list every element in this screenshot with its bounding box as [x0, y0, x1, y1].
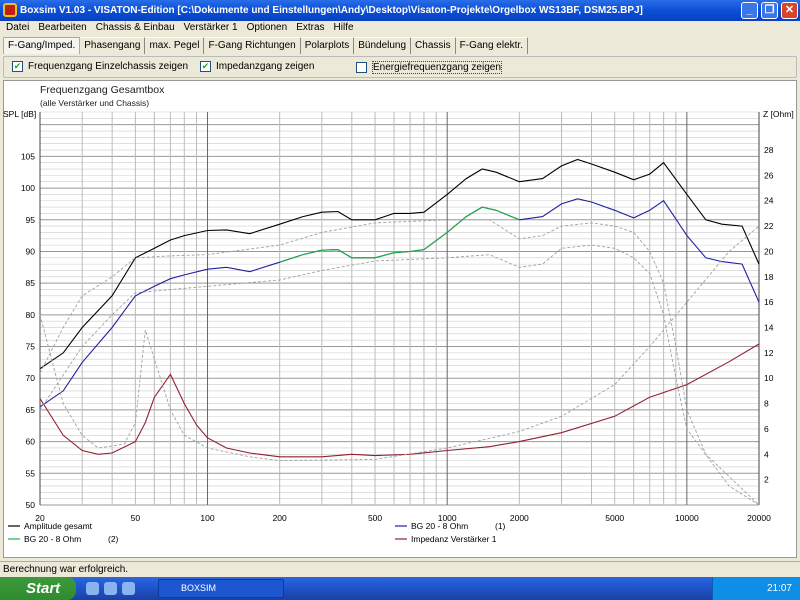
menu-datei[interactable]: Datei	[6, 22, 30, 33]
y2-tick-label: 14	[764, 323, 774, 333]
restore-button[interactable]: ❐	[761, 2, 778, 19]
menu-hilfe[interactable]: Hilfe	[333, 22, 354, 33]
y2-tick-label: 18	[764, 272, 774, 282]
y-tick-label: 85	[26, 278, 36, 288]
y2-tick-label: 10	[764, 373, 774, 383]
series-amplitude-gesamt	[39, 158, 760, 370]
x-tick-label: 2000	[510, 513, 529, 523]
tab-chassis[interactable]: Chassis	[411, 37, 456, 54]
checkbox-energiefrequenzgang[interactable]: Energiefrequenzgang zeigen	[356, 61, 502, 74]
x-tick-label: 500	[368, 513, 382, 523]
status-text: Berechnung war erfolgreich.	[3, 564, 129, 575]
y2-tick-label: 12	[764, 348, 774, 358]
start-button[interactable]: Start	[0, 577, 76, 600]
y-tick-label: 50	[26, 500, 36, 510]
tab-max-pegel[interactable]: max. Pegel	[145, 37, 205, 54]
options-bar: ✔ Frequenzgang Einzelchassis zeigen ✔ Im…	[3, 56, 797, 78]
y-tick-label: 100	[21, 183, 35, 193]
y2-tick-label: 8	[764, 399, 769, 409]
tab-fgang-elektr[interactable]: F-Gang elektr.	[455, 37, 528, 54]
x-tick-label: 1000	[438, 513, 457, 523]
y2-axis-label: Z [Ohm]	[763, 109, 794, 119]
series-bg-20-8-ohm-2-	[279, 206, 520, 263]
menu-chassis-einbau[interactable]: Chassis & Einbau	[95, 22, 175, 33]
tab-polarplots[interactable]: Polarplots	[300, 37, 355, 54]
menu-bearbeiten[interactable]: Bearbeiten	[38, 22, 87, 33]
checkbox-checked-icon[interactable]: ✔	[12, 61, 23, 72]
app-icon	[3, 3, 17, 17]
tab-fgang-imped[interactable]: F-Gang/Imped.	[3, 37, 81, 54]
media-icon[interactable]	[122, 582, 135, 595]
y-tick-label: 90	[26, 246, 36, 256]
legend-label: Impedanz Verstärker 1	[411, 534, 497, 544]
series-impedanz-verst-rker-1	[39, 343, 760, 458]
chart-subtitle: (alle Verstärker und Chassis)	[40, 98, 149, 108]
checkbox-einzelchassis[interactable]: ✔ Frequenzgang Einzelchassis zeigen	[12, 61, 188, 72]
taskbar-boxsim[interactable]: BOXSIM	[158, 579, 284, 598]
checkbox-checked-icon[interactable]: ✔	[200, 61, 211, 72]
system-tray: 21:07	[712, 577, 800, 600]
x-tick-label: 10000	[675, 513, 699, 523]
y-tick-label: 105	[21, 151, 35, 161]
tab-fgang-richtungen[interactable]: F-Gang Richtungen	[204, 37, 301, 54]
title-bar: Boxsim V1.03 - VISATON-Edition [C:\Dokum…	[0, 0, 800, 21]
y2-tick-label: 4	[764, 449, 769, 459]
x-tick-label: 200	[273, 513, 287, 523]
y2-tick-label: 20	[764, 246, 774, 256]
y2-tick-label: 22	[764, 221, 774, 231]
legend-tag: (2)	[108, 534, 119, 544]
frequency-response-chart: Frequenzgang Gesamtbox (alle Verstärker …	[3, 84, 794, 544]
tab-bar: F-Gang/Imped. Phasengang max. Pegel F-Ga…	[3, 37, 528, 54]
y2-tick-label: 28	[764, 145, 774, 155]
y-tick-label: 70	[26, 373, 36, 383]
checkbox-label: Frequenzgang Einzelchassis zeigen	[28, 61, 189, 72]
y2-tick-label: 2	[764, 475, 769, 485]
y-tick-label: 95	[26, 215, 36, 225]
checkbox-unchecked-icon[interactable]	[356, 62, 367, 73]
status-bar: Berechnung war erfolgreich.	[0, 561, 800, 577]
legend-label: BG 20 - 8 Ohm	[24, 534, 81, 544]
menu-verstaerker[interactable]: Verstärker 1	[183, 22, 238, 33]
x-tick-label: 100	[200, 513, 214, 523]
x-tick-label: 50	[131, 513, 141, 523]
series-dashed-curve	[39, 219, 760, 506]
close-button[interactable]: ✕	[781, 2, 798, 19]
y-tick-label: 60	[26, 437, 36, 447]
series-dashed-curve	[39, 244, 760, 506]
y-tick-label: 65	[26, 405, 36, 415]
y2-tick-label: 24	[764, 196, 774, 206]
x-tick-label: 20000	[747, 513, 771, 523]
minimize-button[interactable]: _	[741, 2, 758, 19]
y-tick-label: 80	[26, 310, 36, 320]
x-tick-label: 20	[35, 513, 45, 523]
taskbar: Start BOXSIM 21:07	[0, 577, 800, 600]
y-tick-label: 75	[26, 342, 36, 352]
y2-tick-label: 6	[764, 424, 769, 434]
tab-buendelung[interactable]: Bündelung	[354, 37, 412, 54]
window-title: Boxsim V1.03 - VISATON-Edition [C:\Dokum…	[20, 5, 643, 16]
clock: 21:07	[766, 583, 792, 594]
legend-label: BG 20 - 8 Ohm	[411, 521, 468, 531]
checkbox-label: Impedanzgang zeigen	[216, 61, 315, 72]
browser-icon[interactable]	[104, 582, 117, 595]
legend-tag: (1)	[495, 521, 506, 531]
x-tick-label: 5000	[605, 513, 624, 523]
y2-tick-label: 26	[764, 170, 774, 180]
series-dashed-curve	[39, 225, 760, 462]
quicklaunch-icon[interactable]	[86, 582, 99, 595]
legend-label: Amplitude gesamt	[24, 521, 93, 531]
y2-tick-label: 16	[764, 297, 774, 307]
chart-title: Frequenzgang Gesamtbox	[40, 84, 165, 96]
checkbox-label: Energiefrequenzgang zeigen	[372, 61, 502, 74]
y-tick-label: 55	[26, 468, 36, 478]
task-label: BOXSIM	[181, 583, 217, 593]
series-bg-20-8-ohm-1-	[39, 198, 760, 408]
checkbox-impedanzgang[interactable]: ✔ Impedanzgang zeigen	[200, 61, 314, 72]
tab-phasengang[interactable]: Phasengang	[80, 37, 146, 54]
y-axis-label: SPL [dB]	[3, 109, 36, 119]
start-label: Start	[26, 580, 61, 597]
menu-optionen[interactable]: Optionen	[246, 22, 288, 33]
menu-bar: Datei Bearbeiten Chassis & Einbau Verstä…	[0, 21, 800, 36]
menu-extras[interactable]: Extras	[296, 22, 325, 33]
